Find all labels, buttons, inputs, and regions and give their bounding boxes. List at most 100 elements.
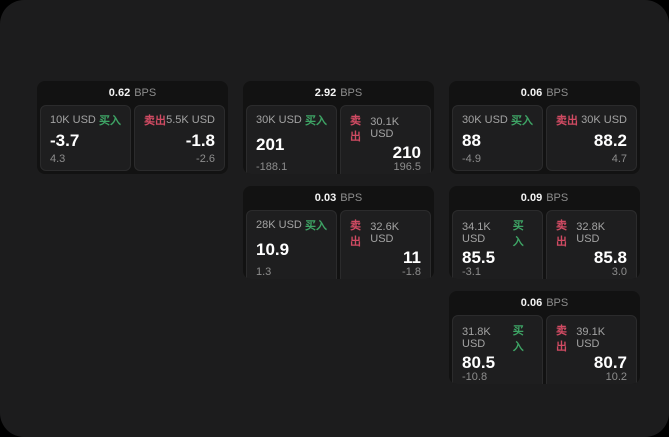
sell-panel[interactable]: 卖出 30.1K USD 210 196.5 — [340, 105, 431, 174]
buy-price: 80.5 — [462, 353, 496, 372]
bps-unit-label: BPS — [546, 192, 569, 204]
sell-amount: 32.8K USD — [576, 221, 606, 245]
buy-side-label: 买入 — [511, 115, 533, 127]
buy-amount: 30K USD — [462, 114, 508, 126]
panels-row: 30K USD 买入 88 -4.9 卖出 30K USD 88.2 4.7 — [449, 105, 640, 174]
sell-side-label: 卖出 — [556, 325, 567, 353]
sell-panel-top: 卖出 32.8K USD — [556, 217, 627, 249]
bps-value: 0.09 — [520, 192, 543, 204]
sell-panel-top: 卖出 32.6K USD — [350, 217, 421, 249]
buy-side-label: 买入 — [305, 220, 327, 232]
bps-unit-label: BPS — [340, 87, 363, 99]
buy-amount: 28K USD — [256, 219, 302, 231]
buy-change: -188.1 — [256, 161, 288, 173]
sell-price: 80.7 — [593, 353, 627, 372]
buy-panel-top: 30K USD 买入 — [462, 112, 533, 128]
sell-side-label: 卖出 — [350, 220, 361, 248]
sell-panel[interactable]: 卖出 30K USD 88.2 4.7 — [546, 105, 637, 171]
buy-price: 88 — [462, 131, 481, 150]
sell-panel[interactable]: 卖出 32.8K USD 85.8 3.0 — [546, 210, 637, 279]
buy-panel-top: 10K USD 买入 — [50, 112, 121, 128]
sell-panel-top: 卖出 5.5K USD — [144, 112, 215, 128]
buy-price: 85.5 — [462, 248, 496, 267]
sell-amount: 5.5K USD — [166, 114, 215, 126]
card-header: 0.06 BPS — [449, 81, 640, 105]
buy-change: 1.3 — [256, 266, 272, 278]
sell-change: 3.0 — [611, 266, 627, 278]
buy-side-label: 买入 — [512, 325, 524, 353]
quote-card-grid: 0.62 BPS 10K USD 买入 -3.7 4.3 卖出 5.5K USD — [37, 81, 640, 384]
panels-row: 28K USD 买入 10.9 1.3 卖出 32.6K USD 11 -1.8 — [243, 210, 434, 279]
buy-panel[interactable]: 28K USD 买入 10.9 1.3 — [246, 210, 337, 279]
buy-amount: 30K USD — [256, 114, 302, 126]
quote-card: 0.06 BPS 31.8K USD 买入 80.5 -10.8 卖出 39.1… — [449, 291, 640, 384]
panels-row: 34.1K USD 买入 85.5 -3.1 卖出 32.8K USD 85.8… — [449, 210, 640, 279]
sell-side-label: 卖出 — [556, 220, 567, 248]
card-header: 0.09 BPS — [449, 186, 640, 210]
sell-amount: 30.1K USD — [370, 116, 400, 140]
card-header: 0.62 BPS — [37, 81, 228, 105]
buy-price: 10.9 — [256, 240, 290, 259]
card-header: 0.03 BPS — [243, 186, 434, 210]
sell-price: 88.2 — [593, 131, 627, 150]
sell-change: -1.8 — [402, 266, 421, 278]
quote-card: 0.06 BPS 30K USD 买入 88 -4.9 卖出 30K USD — [449, 81, 640, 174]
panels-row: 31.8K USD 买入 80.5 -10.8 卖出 39.1K USD 80.… — [449, 315, 640, 384]
sell-change: -2.6 — [196, 153, 215, 165]
sell-change: 196.5 — [393, 161, 421, 173]
sell-side-label: 卖出 — [144, 115, 166, 127]
buy-side-label: 买入 — [305, 115, 327, 127]
bps-value: 2.92 — [314, 87, 337, 99]
buy-panel[interactable]: 34.1K USD 买入 85.5 -3.1 — [452, 210, 543, 279]
sell-price: -1.8 — [185, 131, 215, 150]
sell-panel[interactable]: 卖出 32.6K USD 11 -1.8 — [340, 210, 431, 279]
sell-amount: 30K USD — [581, 114, 627, 126]
buy-panel[interactable]: 31.8K USD 买入 80.5 -10.8 — [452, 315, 543, 384]
sell-side-label: 卖出 — [556, 115, 578, 127]
sell-panel[interactable]: 卖出 39.1K USD 80.7 10.2 — [546, 315, 637, 384]
bps-unit-label: BPS — [546, 87, 569, 99]
sell-panel-top: 卖出 30K USD — [556, 112, 627, 128]
sell-panel[interactable]: 卖出 5.5K USD -1.8 -2.6 — [134, 105, 225, 171]
buy-amount: 31.8K USD — [462, 326, 491, 350]
sell-change: 4.7 — [611, 153, 627, 165]
sell-panel-top: 卖出 30.1K USD — [350, 112, 421, 144]
buy-amount: 10K USD — [50, 114, 96, 126]
bps-value: 0.06 — [520, 297, 543, 309]
quote-card: 0.09 BPS 34.1K USD 买入 85.5 -3.1 卖出 32.8K… — [449, 186, 640, 279]
buy-amount: 34.1K USD — [462, 221, 491, 245]
card-header: 0.06 BPS — [449, 291, 640, 315]
quote-card: 0.03 BPS 28K USD 买入 10.9 1.3 卖出 32.6K US… — [243, 186, 434, 279]
buy-panel-top: 31.8K USD 买入 — [462, 322, 533, 354]
sell-change: 10.2 — [605, 371, 627, 383]
bps-value: 0.03 — [314, 192, 337, 204]
card-header: 2.92 BPS — [243, 81, 434, 105]
bps-unit-label: BPS — [546, 297, 569, 309]
sell-amount: 32.6K USD — [370, 221, 400, 245]
buy-panel[interactable]: 10K USD 买入 -3.7 4.3 — [40, 105, 131, 171]
buy-side-label: 买入 — [512, 220, 524, 248]
sell-panel-top: 卖出 39.1K USD — [556, 322, 627, 354]
sell-price: 85.8 — [593, 248, 627, 267]
buy-price: 201 — [256, 135, 285, 154]
sell-side-label: 卖出 — [350, 115, 361, 143]
sell-price: 210 — [392, 143, 421, 162]
sell-price: 11 — [403, 248, 421, 267]
buy-panel-top: 28K USD 买入 — [256, 217, 327, 233]
buy-change: -10.8 — [462, 371, 488, 383]
buy-panel[interactable]: 30K USD 买入 201 -188.1 — [246, 105, 337, 174]
buy-panel[interactable]: 30K USD 买入 88 -4.9 — [452, 105, 543, 171]
buy-change: -3.1 — [462, 266, 481, 278]
panels-row: 10K USD 买入 -3.7 4.3 卖出 5.5K USD -1.8 -2.… — [37, 105, 228, 174]
buy-panel-top: 30K USD 买入 — [256, 112, 327, 128]
panels-row: 30K USD 买入 201 -188.1 卖出 30.1K USD 210 1… — [243, 105, 434, 174]
bps-value: 0.06 — [520, 87, 543, 99]
bps-unit-label: BPS — [340, 192, 363, 204]
bps-value: 0.62 — [108, 87, 131, 99]
quote-card: 2.92 BPS 30K USD 买入 201 -188.1 卖出 30.1K … — [243, 81, 434, 174]
buy-side-label: 买入 — [99, 115, 121, 127]
buy-panel-top: 34.1K USD 买入 — [462, 217, 533, 249]
quote-card: 0.62 BPS 10K USD 买入 -3.7 4.3 卖出 5.5K USD — [37, 81, 228, 174]
buy-change: -4.9 — [462, 153, 481, 165]
